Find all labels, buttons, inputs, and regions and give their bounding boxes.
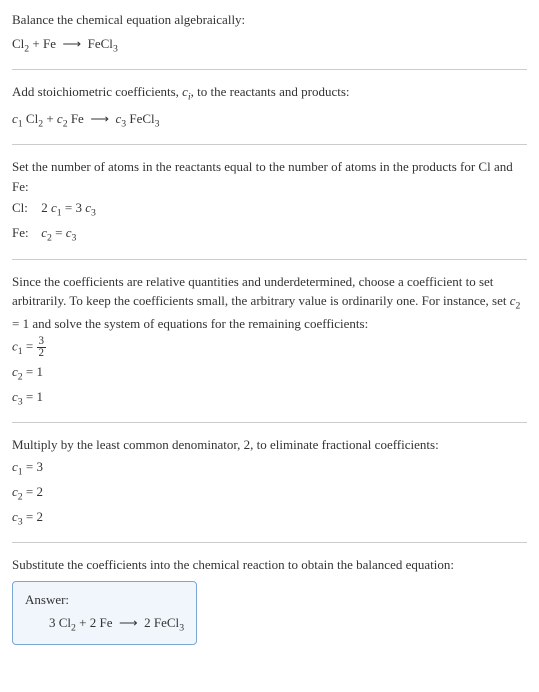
section6-text: Substitute the coefficients into the che… [12,555,527,575]
section1-equation: Cl2 + Fe ⟶ FeCl3 [12,34,527,57]
divider [12,542,527,543]
section5-text: Multiply by the least common denominator… [12,435,527,455]
atom-row: Fe: c2 = c3 [12,223,527,246]
divider [12,69,527,70]
section2-text: Add stoichiometric coefficients, ci, to … [12,82,527,105]
section2-equation: c1 Cl2 + c2 Fe ⟶ c3 FeCl3 [12,109,527,132]
divider [12,422,527,423]
coef-row: c3 = 2 [12,507,527,530]
section-multiply-lcd: Multiply by the least common denominator… [12,435,527,530]
coef-row: c1 = 32 [12,336,527,360]
answer-equation: 3 Cl2 + 2 Fe ⟶ 2 FeCl3 [25,613,184,636]
section-stoich-coeff: Add stoichiometric coefficients, ci, to … [12,82,527,132]
answer-label: Answer: [25,590,184,610]
section1-text: Balance the chemical equation algebraica… [12,10,527,30]
answer-box: Answer: 3 Cl2 + 2 Fe ⟶ 2 FeCl3 [12,581,197,646]
section4-text: Since the coefficients are relative quan… [12,272,527,334]
section3-text: Set the number of atoms in the reactants… [12,157,527,196]
atom-eq-fe: c2 = c3 [41,225,76,240]
atom-row: Cl: 2 c1 = 3 c3 [12,198,527,221]
section-atom-balance: Set the number of atoms in the reactants… [12,157,527,246]
section-substitute: Substitute the coefficients into the che… [12,555,527,645]
coef-row: c1 = 3 [12,457,527,480]
divider [12,144,527,145]
divider [12,259,527,260]
section-solve: Since the coefficients are relative quan… [12,272,527,410]
coef-row: c2 = 2 [12,482,527,505]
coef-row: c2 = 1 [12,362,527,385]
atom-eq-cl: 2 c1 = 3 c3 [41,200,96,215]
section-balance-intro: Balance the chemical equation algebraica… [12,10,527,57]
coef-row: c3 = 1 [12,387,527,410]
element-label-cl: Cl: [12,198,38,218]
element-label-fe: Fe: [12,223,38,243]
